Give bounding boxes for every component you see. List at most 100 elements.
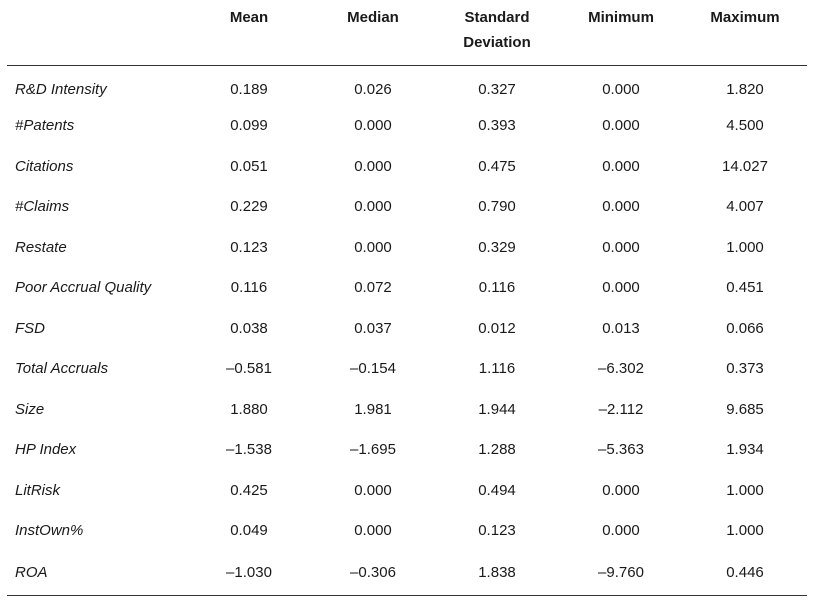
table-cell: 0.000 [602,238,640,256]
table-cell: –9.760 [559,551,683,596]
variable-name: Citations [15,157,74,175]
table-cell: 0.000 [354,198,392,216]
variable-name: Total Accruals [15,360,109,378]
table-cell: 0.123 [230,238,268,256]
table-row: Restate 0.123 0.000 0.329 0.000 1.000 [7,227,807,268]
table-cell: –6.302 [598,360,644,378]
table-cell: 0.327 [478,81,516,98]
table-cell: 0.494 [478,481,516,499]
table-cell: –0.154 [350,360,396,378]
table-cell: 1.838 [435,551,559,596]
table-cell: 0.099 [230,117,268,135]
table-cell: 0.012 [478,319,516,337]
table-cell: 0.000 [602,81,640,98]
variable-name: Restate [15,238,67,256]
variable-name: FSD [15,319,45,337]
table-row: Citations 0.051 0.000 0.475 0.000 14.027 [7,146,807,187]
table-cell: 4.007 [726,198,764,216]
table-body: R&D Intensity 0.189 0.026 0.327 0.000 1.820 #P… [7,65,807,596]
table-cell: 0.116 [478,279,516,297]
table-cell: 0.013 [602,319,640,337]
table-cell: 1.000 [726,238,764,256]
table-cell: 1.934 [726,441,764,459]
table-cell: 1.000 [726,522,764,540]
table-cell: 0.038 [230,319,268,337]
table-cell: 1.820 [726,81,764,98]
table-cell: 0.116 [230,279,268,297]
table-cell: 0.000 [602,198,640,216]
table-cell: 0.425 [230,481,268,499]
table-cell: 0.475 [478,157,516,175]
table-cell: –0.581 [226,360,272,378]
table-cell: 0.393 [478,117,516,135]
table-cell: 0.066 [726,319,764,337]
column-header-mean: Mean [187,0,311,66]
table-cell: 0.790 [478,198,516,216]
header-row: Mean Median Standard Deviation Minimum M… [7,0,807,66]
table-row: #Patents 0.099 0.000 0.393 0.000 4.500 [7,106,807,147]
table-cell: 0.049 [230,522,268,540]
column-header-maximum: Maximum [683,0,807,66]
table-row: InstOwn% 0.049 0.000 0.123 0.000 1.000 [7,511,807,552]
table-cell: 0.000 [602,157,640,175]
column-header-standard-deviation: Standard Deviation [435,0,559,66]
table-cell: 0.189 [230,81,268,98]
table-cell: 0.072 [354,279,392,297]
table-cell: –1.030 [187,551,311,596]
table-row: HP Index –1.538 –1.695 1.288 –5.363 1.934 [7,430,807,471]
table-cell: 0.000 [354,522,392,540]
variable-name: LitRisk [15,481,61,499]
variable-name: Size [15,400,45,418]
table-cell: 0.000 [354,117,392,135]
table-cell: 0.123 [478,522,516,540]
table-cell: 0.000 [354,238,392,256]
table-cell: 0.000 [602,522,640,540]
variable-name: HP Index [15,441,77,459]
header-stub [7,0,187,66]
table-row: ROA –1.030 –0.306 1.838 –9.760 0.446 [7,551,807,596]
variable-name: R&D Intensity [15,81,107,98]
descriptive-statistics-table: Mean Median Standard Deviation Minimum M… [7,0,807,596]
table-cell: 1.880 [230,400,268,418]
table-row: #Claims 0.229 0.000 0.790 0.000 4.007 [7,187,807,228]
table-cell: –1.538 [226,441,272,459]
table-row: R&D Intensity 0.189 0.026 0.327 0.000 1.820 [7,65,807,106]
table-cell: 1.944 [478,400,516,418]
variable-name: #Patents [15,117,75,135]
variable-name: Poor Accrual Quality [15,279,152,297]
table-row: LitRisk 0.425 0.000 0.494 0.000 1.000 [7,470,807,511]
variable-name: ROA [7,551,187,596]
variable-name: #Claims [15,198,70,216]
table-cell: –5.363 [598,441,644,459]
table-cell: –1.695 [350,441,396,459]
column-header-minimum: Minimum [559,0,683,66]
table-cell: 0.000 [602,481,640,499]
table-cell: 9.685 [726,400,764,418]
table-cell: 0.000 [602,279,640,297]
table-row: Poor Accrual Quality 0.116 0.072 0.116 0.000… [7,268,807,309]
table-cell: 1.288 [478,441,516,459]
table-cell: 4.500 [726,117,764,135]
table-cell: 1.116 [478,360,516,378]
table-cell: 0.051 [230,157,268,175]
table-cell: –0.306 [311,551,435,596]
table-row: FSD 0.038 0.037 0.012 0.013 0.066 [7,308,807,349]
table-cell: 0.000 [602,117,640,135]
table-cell: 0.037 [354,319,392,337]
table-cell: –2.112 [598,400,644,418]
column-header-median: Median [311,0,435,66]
table-cell: 14.027 [722,157,768,175]
table-cell: 0.000 [354,157,392,175]
table-row: Total Accruals –0.581 –0.154 1.116 –6.302 0.3… [7,349,807,390]
table-cell: 0.026 [354,81,392,98]
table-cell: 1.981 [354,400,392,418]
table-cell: 1.000 [726,481,764,499]
table-cell: 0.451 [726,279,764,297]
table-header: Mean Median Standard Deviation Minimum M… [7,0,807,66]
table-cell: 0.373 [726,360,764,378]
table-cell: 0.329 [478,238,516,256]
table-row: Size 1.880 1.981 1.944 –2.112 9.685 [7,389,807,430]
table-cell: 0.446 [683,551,807,596]
table-cell: 0.000 [354,481,392,499]
variable-name: InstOwn% [15,522,84,540]
